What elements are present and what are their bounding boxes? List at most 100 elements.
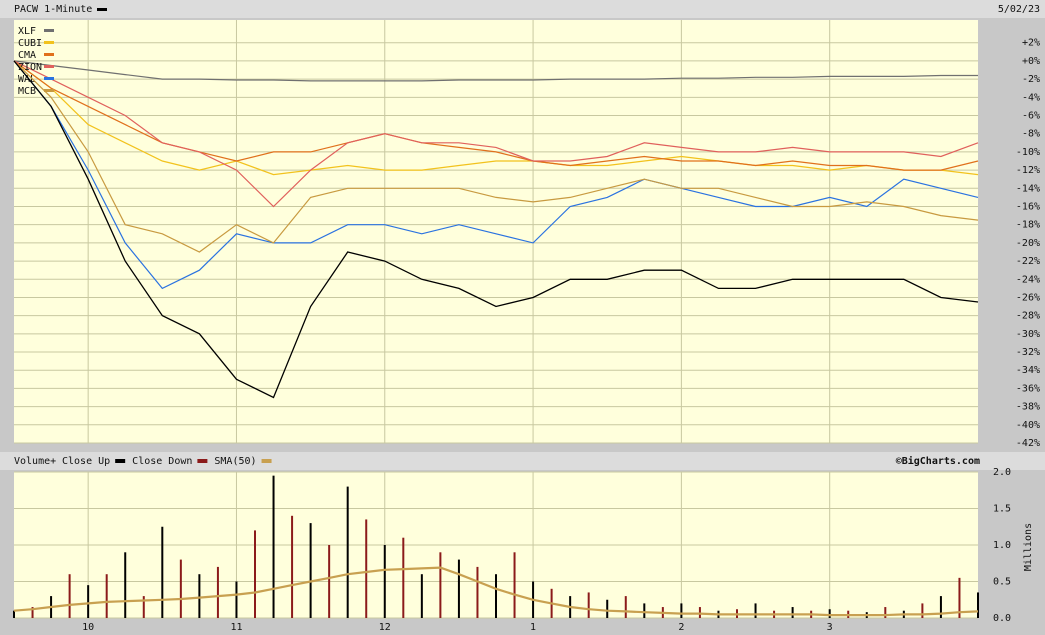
volume-bar (958, 577, 961, 618)
volume-bar (254, 530, 256, 618)
volume-bar (309, 523, 312, 618)
series-line (13, 60, 979, 399)
volume-bar (161, 526, 164, 618)
legend-label: ZION (18, 62, 42, 73)
legend-swatch (44, 65, 54, 68)
legend-swatch (44, 53, 54, 56)
volume-header (0, 452, 1045, 470)
series-line (13, 60, 979, 253)
legend-label: MCB (18, 86, 36, 97)
x-tick-label: 12 (379, 622, 391, 633)
y-tick-label: +2% (1022, 38, 1040, 49)
volume-title: Volume+ (14, 456, 56, 467)
volume-bar (495, 574, 497, 618)
volume-bar (383, 545, 386, 618)
legend-swatch (261, 459, 272, 463)
volume-bar (198, 574, 201, 618)
volume-bar (105, 574, 108, 618)
y-tick-label: +0% (1022, 56, 1040, 67)
sma-line (13, 566, 979, 617)
legend-swatch (115, 459, 126, 463)
y-tick-label: -4% (1022, 92, 1040, 103)
volume-bar (13, 610, 15, 618)
volume-bar (921, 603, 924, 618)
volume-bar (457, 559, 460, 618)
y-tick-label: 1.0 (993, 540, 1011, 551)
y-tick-label: -28% (1016, 311, 1040, 322)
volume-bar (643, 603, 646, 618)
volume-bar (606, 599, 609, 618)
x-tick-label: 11 (230, 622, 242, 633)
y-tick-label: 0.0 (993, 613, 1011, 624)
volume-bar (884, 607, 887, 618)
volume-bar (365, 519, 368, 618)
series-line (13, 60, 979, 290)
legend-label: WAL (18, 74, 36, 85)
series-line (13, 60, 978, 82)
volume-bar (272, 475, 275, 618)
volume-bar (216, 566, 219, 618)
legend-label: Close Up (62, 456, 110, 467)
volume-bar (402, 537, 405, 618)
volume-bar (587, 592, 590, 618)
volume-bar (624, 596, 627, 618)
header (0, 0, 1045, 18)
legend-swatch (197, 459, 208, 463)
volume-bar (179, 559, 182, 618)
volume-bar (124, 552, 127, 618)
x-tick-label: 10 (82, 622, 94, 633)
y-tick-label: 2.0 (993, 467, 1011, 478)
y-tick-label: -42% (1016, 438, 1040, 449)
legend-label: CMA (18, 50, 36, 61)
y-tick-label: -2% (1022, 74, 1040, 85)
volume-bar (87, 585, 90, 618)
y-tick-label: -16% (1016, 201, 1040, 212)
y-tick-label: -12% (1016, 165, 1040, 176)
chart-title: PACW 1-Minute (14, 4, 92, 15)
volume-bar (680, 603, 683, 618)
legend-swatch (44, 77, 54, 80)
legend-swatch (44, 89, 54, 92)
volume-bar (754, 603, 757, 618)
y-axis-label: Millions (1023, 523, 1034, 571)
y-tick-label: -10% (1016, 147, 1040, 158)
legend-label: XLF (18, 26, 36, 37)
date: 5/02/23 (998, 4, 1040, 15)
legend-label: SMA(50) (214, 456, 256, 467)
legend-swatch (44, 41, 54, 44)
y-tick-label: -6% (1022, 111, 1040, 122)
volume-bar (420, 574, 423, 618)
y-tick-label: -24% (1016, 274, 1040, 285)
volume-bar (828, 609, 831, 618)
volume-bar (235, 581, 238, 618)
y-tick-label: -36% (1016, 383, 1040, 394)
x-tick-label: 3 (827, 622, 833, 633)
volume-bar (791, 607, 794, 618)
legend-label: Close Down (132, 456, 192, 467)
volume-bar (31, 607, 34, 618)
price-panel (14, 20, 978, 443)
y-tick-label: -14% (1016, 183, 1040, 194)
y-tick-label: -32% (1016, 347, 1040, 358)
series-line (13, 60, 979, 176)
y-tick-label: -30% (1016, 329, 1040, 340)
y-tick-label: 0.5 (993, 577, 1011, 588)
y-tick-label: -8% (1022, 129, 1040, 140)
y-tick-label: -22% (1016, 256, 1040, 267)
y-tick-label: -34% (1016, 365, 1040, 376)
y-tick-label: -20% (1016, 238, 1040, 249)
volume-bar (291, 515, 294, 618)
volume-bar (346, 486, 349, 618)
source: ©BigCharts.com (896, 455, 980, 467)
volume-bar (142, 596, 145, 618)
y-tick-label: -18% (1016, 220, 1040, 231)
volume-bar (68, 574, 71, 618)
volume-bar (939, 596, 942, 618)
volume-bar (328, 545, 331, 618)
legend-swatch (97, 8, 107, 11)
series-line (13, 60, 979, 208)
x-tick-label: 1 (530, 622, 536, 633)
volume-bar (977, 592, 979, 618)
y-tick-label: -40% (1016, 420, 1040, 431)
